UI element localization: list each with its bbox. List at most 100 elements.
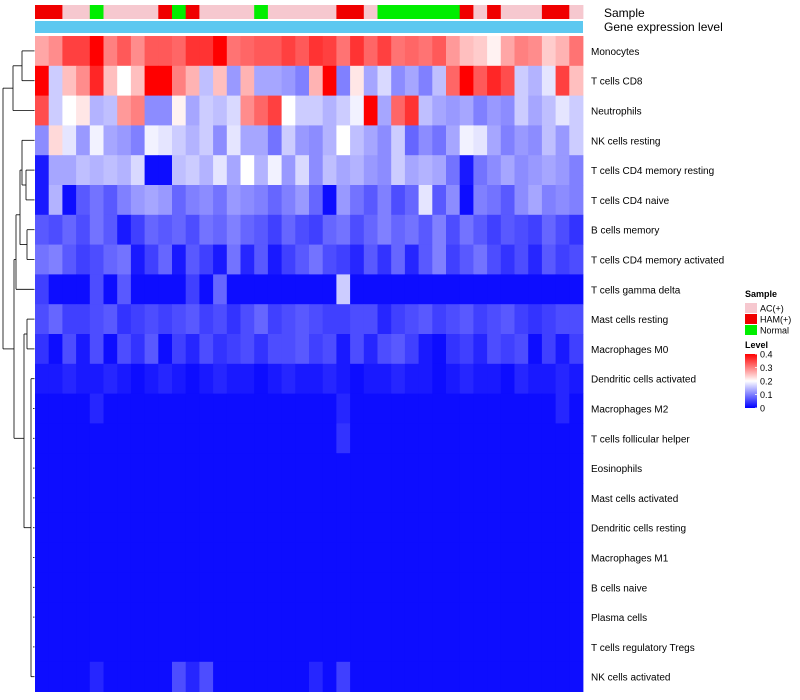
heatmap-cell: [226, 185, 241, 216]
sample-annotation-cell: [35, 5, 50, 19]
heatmap-cell: [377, 185, 392, 216]
heatmap-cell: [267, 363, 282, 394]
heatmap-cell: [514, 602, 529, 633]
heatmap-cell: [226, 155, 241, 186]
heatmap-cell: [62, 304, 77, 335]
heatmap-cell: [117, 304, 132, 335]
heatmap-cell: [213, 185, 228, 216]
level-legend-tick-label: 0.4: [760, 350, 773, 360]
heatmap-cell: [446, 334, 461, 365]
heatmap-cell: [254, 244, 269, 275]
heatmap-cell: [281, 125, 296, 156]
heatmap-cell: [226, 661, 241, 692]
sample-annotation-cell: [103, 5, 118, 19]
heatmap-cell: [336, 155, 351, 186]
heatmap-cell: [89, 244, 104, 275]
heatmap-cell: [404, 572, 419, 603]
heatmap-cell: [336, 602, 351, 633]
row-label: NK cells activated: [591, 673, 670, 684]
heatmap-cell: [514, 95, 529, 126]
heatmap-cell: [363, 602, 378, 633]
heatmap-cell: [528, 214, 543, 245]
heatmap-cell: [89, 393, 104, 424]
heatmap-cell: [569, 36, 584, 67]
heatmap-cell: [446, 155, 461, 186]
heatmap-cell: [254, 602, 269, 633]
heatmap-cell: [446, 453, 461, 484]
heatmap-cell: [199, 304, 214, 335]
heatmap-cell: [528, 572, 543, 603]
heatmap-cell: [89, 95, 104, 126]
heatmap-cell: [117, 572, 132, 603]
heatmap-cell: [309, 393, 324, 424]
heatmap-cell: [541, 274, 556, 305]
sample-annotation-cell: [89, 5, 104, 19]
sample-annotation-cell: [473, 5, 488, 19]
heatmap-cell: [391, 423, 406, 454]
heatmap-cell: [89, 661, 104, 692]
heatmap-cell: [295, 602, 310, 633]
heatmap-cell: [76, 602, 91, 633]
heatmap-cell: [254, 334, 269, 365]
heatmap-cell: [514, 483, 529, 514]
heatmap-cell: [76, 512, 91, 543]
heatmap-cell: [199, 95, 214, 126]
heatmap-cell: [514, 512, 529, 543]
heatmap-cell: [391, 304, 406, 335]
heatmap-cell: [35, 36, 50, 67]
heatmap-cell: [404, 363, 419, 394]
heatmap-cell: [130, 95, 145, 126]
heatmap-cell: [404, 244, 419, 275]
heatmap-cell: [500, 512, 515, 543]
heatmap-cell: [240, 125, 255, 156]
heatmap-cell: [350, 155, 365, 186]
heatmap-cell: [363, 423, 378, 454]
heatmap-cell: [377, 36, 392, 67]
heatmap-cell: [514, 334, 529, 365]
heatmap-cell: [199, 423, 214, 454]
heatmap-cell: [117, 244, 132, 275]
heatmap-cell: [391, 661, 406, 692]
heatmap-cell: [500, 95, 515, 126]
heatmap-cell: [309, 214, 324, 245]
heatmap-cell: [336, 572, 351, 603]
heatmap-cell: [528, 334, 543, 365]
heatmap-cell: [144, 274, 159, 305]
heatmap-cell: [130, 155, 145, 186]
heatmap-cell: [514, 125, 529, 156]
heatmap-cell: [432, 632, 447, 663]
heatmap-cell: [172, 393, 187, 424]
sample-legend-title: Sample: [745, 289, 777, 299]
sample-legend-label: HAM(+): [760, 315, 791, 325]
heatmap-cell: [487, 393, 502, 424]
heatmap-cell: [117, 423, 132, 454]
heatmap-cell: [404, 483, 419, 514]
heatmap-cell: [185, 244, 200, 275]
row-label: Monocytes: [591, 47, 639, 58]
heatmap-cell: [569, 602, 584, 633]
heatmap-cell: [377, 512, 392, 543]
heatmap-cell: [487, 512, 502, 543]
sample-annotation-cell: [117, 5, 132, 19]
heatmap-cell: [254, 363, 269, 394]
heatmap-cell: [418, 125, 433, 156]
heatmap-cell: [185, 602, 200, 633]
heatmap-cell: [199, 125, 214, 156]
heatmap-cell: [158, 632, 173, 663]
heatmap-cell: [377, 542, 392, 573]
heatmap-cell: [446, 95, 461, 126]
heatmap-cell: [555, 214, 570, 245]
heatmap-cell: [555, 542, 570, 573]
heatmap-cell: [254, 214, 269, 245]
heatmap-cell: [267, 542, 282, 573]
heatmap-cell: [363, 65, 378, 96]
heatmap-cell: [103, 334, 118, 365]
heatmap-cell: [555, 125, 570, 156]
heatmap-cell: [199, 244, 214, 275]
heatmap-cell: [350, 214, 365, 245]
heatmap-cell: [267, 36, 282, 67]
heatmap-cell: [391, 393, 406, 424]
heatmap-cell: [172, 423, 187, 454]
heatmap-cell: [432, 214, 447, 245]
level-legend-title: Level: [745, 340, 768, 350]
